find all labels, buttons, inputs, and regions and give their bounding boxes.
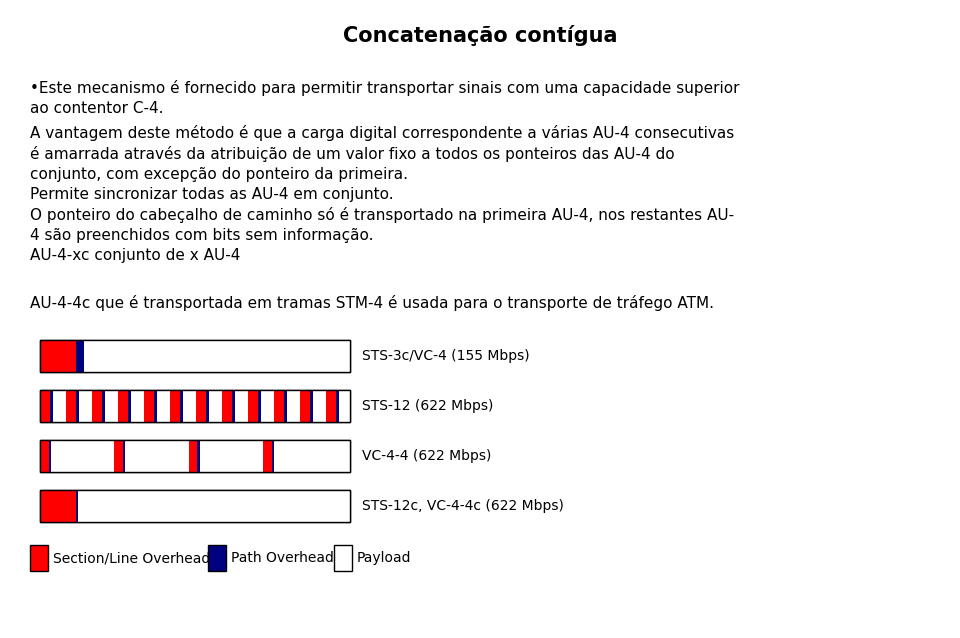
Text: AU-4-4c que é transportada em tramas STM-4 é usada para o transporte de tráfego : AU-4-4c que é transportada em tramas STM… <box>30 295 714 311</box>
Bar <box>40 440 350 472</box>
Bar <box>313 390 326 422</box>
Bar <box>40 390 350 422</box>
Bar <box>66 390 76 422</box>
Bar <box>40 340 350 372</box>
Bar <box>155 390 156 422</box>
Bar <box>78 490 350 522</box>
Bar <box>105 390 118 422</box>
Bar <box>40 390 50 422</box>
Bar <box>84 340 350 372</box>
Bar <box>287 390 300 422</box>
Bar <box>261 390 275 422</box>
Bar <box>40 340 76 372</box>
Bar <box>76 340 84 372</box>
Bar <box>336 390 339 422</box>
Bar <box>274 440 350 472</box>
Bar <box>326 390 336 422</box>
Bar <box>222 390 232 422</box>
Bar <box>206 390 209 422</box>
Text: Payload: Payload <box>357 551 412 565</box>
Bar <box>103 390 105 422</box>
Bar <box>170 390 180 422</box>
Bar <box>258 390 261 422</box>
Bar <box>144 390 155 422</box>
Bar <box>92 390 103 422</box>
Bar <box>40 390 350 422</box>
Text: Path Overhead: Path Overhead <box>231 551 334 565</box>
Bar <box>209 390 222 422</box>
Bar <box>263 440 272 472</box>
Bar <box>300 390 310 422</box>
Bar <box>129 390 131 422</box>
Bar <box>196 390 206 422</box>
Bar <box>200 440 263 472</box>
Bar <box>79 390 92 422</box>
Bar <box>248 390 258 422</box>
Text: STS-3c/VC-4 (155 Mbps): STS-3c/VC-4 (155 Mbps) <box>362 349 530 363</box>
Bar <box>49 440 51 472</box>
Bar <box>40 340 350 372</box>
Bar <box>51 440 114 472</box>
Bar <box>183 390 196 422</box>
Text: A vantagem deste método é que a carga digital correspondente a várias AU-4 conse: A vantagem deste método é que a carga di… <box>30 125 734 263</box>
Text: STS-12c, VC-4-4c (622 Mbps): STS-12c, VC-4-4c (622 Mbps) <box>362 499 564 513</box>
Bar <box>125 440 189 472</box>
Bar <box>76 390 79 422</box>
Text: STS-12 (622 Mbps): STS-12 (622 Mbps) <box>362 399 493 413</box>
Bar <box>114 440 123 472</box>
Bar <box>272 440 274 472</box>
Bar <box>198 440 200 472</box>
Bar <box>275 390 284 422</box>
Bar <box>334 545 352 571</box>
Bar <box>156 390 170 422</box>
Bar <box>118 390 129 422</box>
Bar <box>235 390 248 422</box>
Bar <box>208 545 226 571</box>
Bar <box>30 545 48 571</box>
Bar <box>131 390 144 422</box>
Bar <box>339 390 350 422</box>
Bar <box>40 440 350 472</box>
Bar <box>40 490 350 522</box>
Bar <box>53 390 66 422</box>
Bar <box>232 390 235 422</box>
Bar <box>50 390 53 422</box>
Bar <box>189 440 198 472</box>
Bar <box>76 490 78 522</box>
Text: Concatenação contígua: Concatenação contígua <box>343 25 617 46</box>
Bar <box>123 440 125 472</box>
Bar <box>310 390 313 422</box>
Bar <box>40 490 350 522</box>
Text: •Este mecanismo é fornecido para permitir transportar sinais com uma capacidade : •Este mecanismo é fornecido para permiti… <box>30 80 739 116</box>
Bar <box>284 390 287 422</box>
Bar <box>180 390 183 422</box>
Bar <box>40 440 49 472</box>
Bar <box>40 490 76 522</box>
Text: Section/Line Overhead: Section/Line Overhead <box>53 551 210 565</box>
Text: VC-4-4 (622 Mbps): VC-4-4 (622 Mbps) <box>362 449 492 463</box>
